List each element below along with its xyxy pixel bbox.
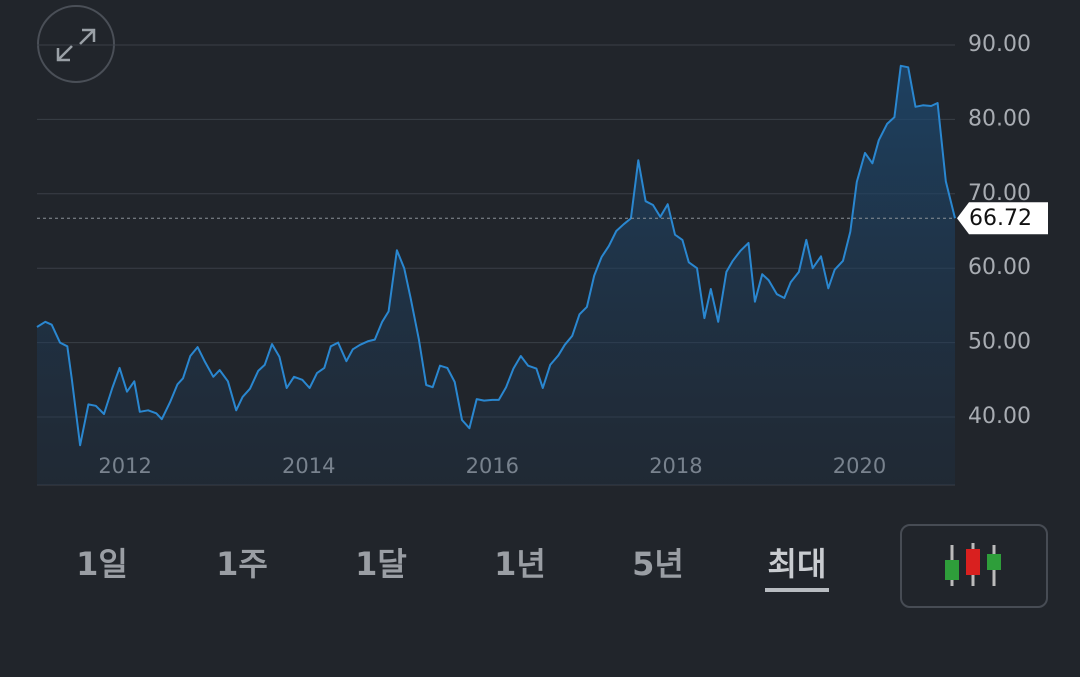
range-tab-underline: [765, 588, 829, 592]
range-tab[interactable]: 1주: [216, 545, 268, 583]
range-tab[interactable]: 5년: [632, 545, 684, 583]
y-tick-label: 90.00: [968, 32, 1031, 57]
expand-icon: [56, 28, 96, 62]
y-tick-label: 80.00: [968, 106, 1031, 131]
chart-type-button[interactable]: [900, 524, 1048, 608]
range-tab[interactable]: 1일: [76, 545, 128, 583]
y-tick-label: 40.00: [968, 404, 1031, 429]
price-line: [36, 64, 956, 447]
plot: 40.0050.0060.0070.0080.0090.002012201420…: [36, 32, 1048, 486]
expand-button[interactable]: [37, 5, 115, 83]
y-tick-label: 70.00: [968, 181, 1031, 206]
area: [37, 65, 955, 486]
range-tab[interactable]: 최대: [768, 545, 827, 583]
range-tabs: 1일 1주 1달 1년 5년 최대: [76, 545, 829, 592]
range-tab[interactable]: 1달: [355, 545, 407, 583]
last-price-tag: [957, 202, 1048, 235]
range-tab[interactable]: 1년: [494, 545, 546, 583]
y-tick-label: 60.00: [968, 255, 1031, 280]
last-price-label: 66.72: [969, 206, 1032, 231]
y-tick-label: 50.00: [968, 330, 1031, 355]
